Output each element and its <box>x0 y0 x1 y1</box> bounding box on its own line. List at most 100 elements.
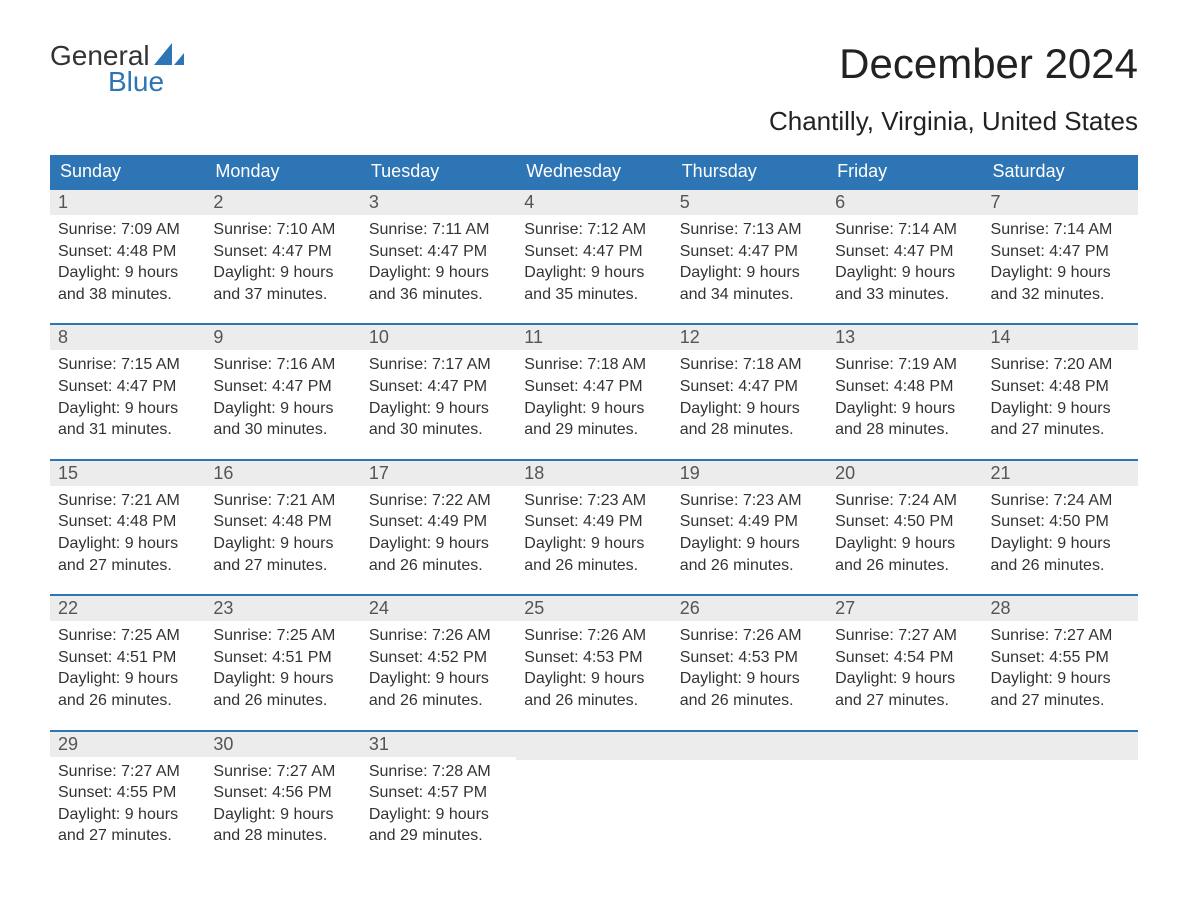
day-number: 8 <box>50 325 205 350</box>
day-data: Sunrise: 7:26 AMSunset: 4:53 PMDaylight:… <box>516 621 671 729</box>
sunset-line: Sunset: 4:49 PM <box>524 511 663 533</box>
daylight-line: Daylight: 9 hours and 27 minutes. <box>991 668 1130 711</box>
daylight-line: Daylight: 9 hours and 26 minutes. <box>524 668 663 711</box>
calendar-cell: 29Sunrise: 7:27 AMSunset: 4:55 PMDayligh… <box>50 731 205 865</box>
sunrise-line: Sunrise: 7:15 AM <box>58 354 197 376</box>
day-data: Sunrise: 7:27 AMSunset: 4:54 PMDaylight:… <box>827 621 982 729</box>
empty-day-number <box>672 732 827 760</box>
sunset-line: Sunset: 4:48 PM <box>991 376 1130 398</box>
daylight-line: Daylight: 9 hours and 27 minutes. <box>58 804 197 847</box>
sunset-line: Sunset: 4:49 PM <box>680 511 819 533</box>
daylight-line: Daylight: 9 hours and 33 minutes. <box>835 262 974 305</box>
col-thursday: Thursday <box>672 155 827 189</box>
col-saturday: Saturday <box>983 155 1138 189</box>
day-data: Sunrise: 7:22 AMSunset: 4:49 PMDaylight:… <box>361 486 516 594</box>
calendar-cell: 4Sunrise: 7:12 AMSunset: 4:47 PMDaylight… <box>516 189 671 324</box>
sunset-line: Sunset: 4:47 PM <box>524 241 663 263</box>
sunset-line: Sunset: 4:57 PM <box>369 782 508 804</box>
daylight-line: Daylight: 9 hours and 26 minutes. <box>680 668 819 711</box>
day-number: 30 <box>205 732 360 757</box>
sunset-line: Sunset: 4:47 PM <box>680 241 819 263</box>
sunset-line: Sunset: 4:53 PM <box>680 647 819 669</box>
sunrise-line: Sunrise: 7:23 AM <box>524 490 663 512</box>
daylight-line: Daylight: 9 hours and 36 minutes. <box>369 262 508 305</box>
calendar-cell: 22Sunrise: 7:25 AMSunset: 4:51 PMDayligh… <box>50 595 205 730</box>
calendar-cell: 16Sunrise: 7:21 AMSunset: 4:48 PMDayligh… <box>205 460 360 595</box>
calendar-cell: 17Sunrise: 7:22 AMSunset: 4:49 PMDayligh… <box>361 460 516 595</box>
calendar-cell: 27Sunrise: 7:27 AMSunset: 4:54 PMDayligh… <box>827 595 982 730</box>
day-number: 25 <box>516 596 671 621</box>
day-data: Sunrise: 7:13 AMSunset: 4:47 PMDaylight:… <box>672 215 827 323</box>
logo-text-blue: Blue <box>108 66 164 98</box>
calendar-cell: 21Sunrise: 7:24 AMSunset: 4:50 PMDayligh… <box>983 460 1138 595</box>
day-number: 22 <box>50 596 205 621</box>
sunrise-line: Sunrise: 7:10 AM <box>213 219 352 241</box>
sunrise-line: Sunrise: 7:17 AM <box>369 354 508 376</box>
daylight-line: Daylight: 9 hours and 26 minutes. <box>213 668 352 711</box>
calendar-cell <box>983 731 1138 865</box>
sunset-line: Sunset: 4:54 PM <box>835 647 974 669</box>
col-friday: Friday <box>827 155 982 189</box>
sunrise-line: Sunrise: 7:21 AM <box>213 490 352 512</box>
logo: General Blue <box>50 40 184 98</box>
calendar-cell: 26Sunrise: 7:26 AMSunset: 4:53 PMDayligh… <box>672 595 827 730</box>
day-data: Sunrise: 7:26 AMSunset: 4:53 PMDaylight:… <box>672 621 827 729</box>
daylight-line: Daylight: 9 hours and 28 minutes. <box>213 804 352 847</box>
day-data: Sunrise: 7:21 AMSunset: 4:48 PMDaylight:… <box>50 486 205 594</box>
day-data: Sunrise: 7:18 AMSunset: 4:47 PMDaylight:… <box>672 350 827 458</box>
day-number: 26 <box>672 596 827 621</box>
daylight-line: Daylight: 9 hours and 27 minutes. <box>835 668 974 711</box>
calendar-cell: 10 Sunrise: 7:17 AMSunset: 4:47 PMDayligh… <box>361 324 516 459</box>
daylight-line: Daylight: 9 hours and 28 minutes. <box>835 398 974 441</box>
day-number: 16 <box>205 461 360 486</box>
empty-day-number <box>827 732 982 760</box>
calendar-table: Sunday Monday Tuesday Wednesday Thursday… <box>50 155 1138 865</box>
empty-day-number <box>983 732 1138 760</box>
sunrise-line: Sunrise: 7:14 AM <box>835 219 974 241</box>
day-number: 15 <box>50 461 205 486</box>
sunrise-line: Sunrise: 7:20 AM <box>991 354 1130 376</box>
sunset-line: Sunset: 4:48 PM <box>213 511 352 533</box>
day-data: Sunrise: 7:18 AMSunset: 4:47 PMDaylight:… <box>516 350 671 458</box>
day-number: 24 <box>361 596 516 621</box>
day-data: Sunrise: 7:15 AMSunset: 4:47 PMDaylight:… <box>50 350 205 458</box>
sunrise-line: Sunrise: 7:14 AM <box>991 219 1130 241</box>
sunset-line: Sunset: 4:47 PM <box>680 376 819 398</box>
day-number: 14 <box>983 325 1138 350</box>
daylight-line: Daylight: 9 hours and 26 minutes. <box>58 668 197 711</box>
daylight-line: Daylight: 9 hours and 30 minutes. <box>369 398 508 441</box>
day-number: 21 <box>983 461 1138 486</box>
calendar-cell: 6Sunrise: 7:14 AMSunset: 4:47 PMDaylight… <box>827 189 982 324</box>
day-data: Sunrise: 7:10 AMSunset: 4:47 PMDaylight:… <box>205 215 360 323</box>
sunset-line: Sunset: 4:49 PM <box>369 511 508 533</box>
day-data: Sunrise: 7:27 AMSunset: 4:56 PMDaylight:… <box>205 757 360 865</box>
day-data: Sunrise: 7:28 AMSunset: 4:57 PMDaylight:… <box>361 757 516 865</box>
sunset-line: Sunset: 4:48 PM <box>58 511 197 533</box>
daylight-line: Daylight: 9 hours and 35 minutes. <box>524 262 663 305</box>
location: Chantilly, Virginia, United States <box>50 106 1138 137</box>
col-wednesday: Wednesday <box>516 155 671 189</box>
sunset-line: Sunset: 4:47 PM <box>213 376 352 398</box>
sunrise-line: Sunrise: 7:24 AM <box>835 490 974 512</box>
calendar-cell: 12Sunrise: 7:18 AMSunset: 4:47 PMDayligh… <box>672 324 827 459</box>
day-number: 4 <box>516 190 671 215</box>
sunrise-line: Sunrise: 7:28 AM <box>369 761 508 783</box>
day-data: Sunrise: 7:09 AMSunset: 4:48 PMDaylight:… <box>50 215 205 323</box>
empty-day-data <box>516 760 671 854</box>
day-data: Sunrise: 7:24 AMSunset: 4:50 PMDaylight:… <box>983 486 1138 594</box>
sunrise-line: Sunrise: 7:18 AM <box>680 354 819 376</box>
day-number: 10 <box>361 325 516 350</box>
calendar-cell: 15Sunrise: 7:21 AMSunset: 4:48 PMDayligh… <box>50 460 205 595</box>
sunset-line: Sunset: 4:47 PM <box>369 376 508 398</box>
daylight-line: Daylight: 9 hours and 28 minutes. <box>680 398 819 441</box>
sunset-line: Sunset: 4:53 PM <box>524 647 663 669</box>
day-number: 27 <box>827 596 982 621</box>
sunset-line: Sunset: 4:50 PM <box>835 511 974 533</box>
day-number: 12 <box>672 325 827 350</box>
calendar-cell: 13Sunrise: 7:19 AMSunset: 4:48 PMDayligh… <box>827 324 982 459</box>
daylight-line: Daylight: 9 hours and 27 minutes. <box>213 533 352 576</box>
sunset-line: Sunset: 4:48 PM <box>58 241 197 263</box>
day-data: Sunrise: 7:25 AMSunset: 4:51 PMDaylight:… <box>50 621 205 729</box>
day-data: Sunrise: 7:21 AMSunset: 4:48 PMDaylight:… <box>205 486 360 594</box>
month-title: December 2024 <box>839 40 1138 88</box>
